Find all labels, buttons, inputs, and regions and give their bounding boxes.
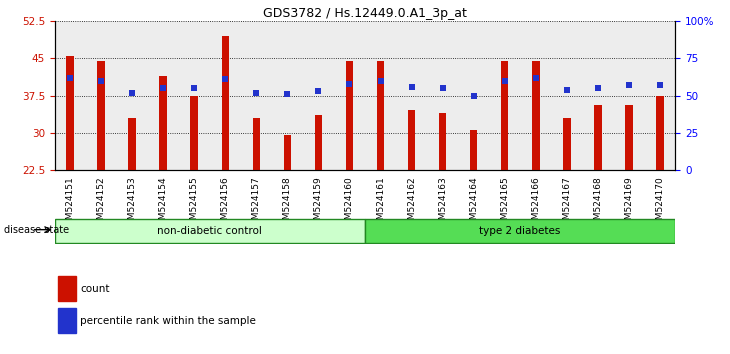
- Bar: [656, 96, 664, 170]
- Bar: [345, 61, 353, 170]
- Bar: [66, 56, 74, 170]
- Text: percentile rank within the sample: percentile rank within the sample: [80, 316, 256, 326]
- Bar: [159, 76, 167, 170]
- Bar: [253, 118, 261, 170]
- Bar: [55, 21, 86, 170]
- Bar: [272, 21, 303, 170]
- Title: GDS3782 / Hs.12449.0.A1_3p_at: GDS3782 / Hs.12449.0.A1_3p_at: [263, 7, 467, 20]
- Bar: [427, 21, 458, 170]
- Bar: [191, 96, 199, 170]
- Bar: [377, 61, 385, 170]
- Bar: [283, 135, 291, 170]
- Bar: [501, 61, 509, 170]
- Bar: [520, 21, 551, 170]
- Bar: [396, 21, 427, 170]
- Bar: [334, 21, 365, 170]
- Bar: [210, 21, 241, 170]
- Bar: [221, 36, 229, 170]
- Bar: [241, 21, 272, 170]
- Bar: [407, 110, 415, 170]
- Text: disease state: disease state: [4, 225, 69, 235]
- Bar: [613, 21, 645, 170]
- Bar: [365, 21, 396, 170]
- Bar: [489, 21, 520, 170]
- Bar: [147, 21, 179, 170]
- Bar: [593, 105, 602, 170]
- Bar: [58, 276, 76, 301]
- Bar: [458, 21, 489, 170]
- Bar: [58, 308, 76, 333]
- Bar: [645, 21, 675, 170]
- Bar: [179, 21, 210, 170]
- Bar: [531, 61, 539, 170]
- Bar: [551, 21, 583, 170]
- Bar: [303, 21, 334, 170]
- Text: non-diabetic control: non-diabetic control: [158, 226, 262, 236]
- Bar: [86, 21, 117, 170]
- Bar: [625, 105, 633, 170]
- FancyBboxPatch shape: [55, 219, 365, 243]
- Bar: [469, 130, 477, 170]
- Bar: [583, 21, 613, 170]
- Text: type 2 diabetes: type 2 diabetes: [480, 226, 561, 236]
- Bar: [439, 113, 447, 170]
- Bar: [128, 118, 137, 170]
- Bar: [117, 21, 147, 170]
- Bar: [315, 115, 323, 170]
- Text: count: count: [80, 284, 110, 294]
- Bar: [97, 61, 105, 170]
- FancyBboxPatch shape: [365, 219, 675, 243]
- Bar: [563, 118, 571, 170]
